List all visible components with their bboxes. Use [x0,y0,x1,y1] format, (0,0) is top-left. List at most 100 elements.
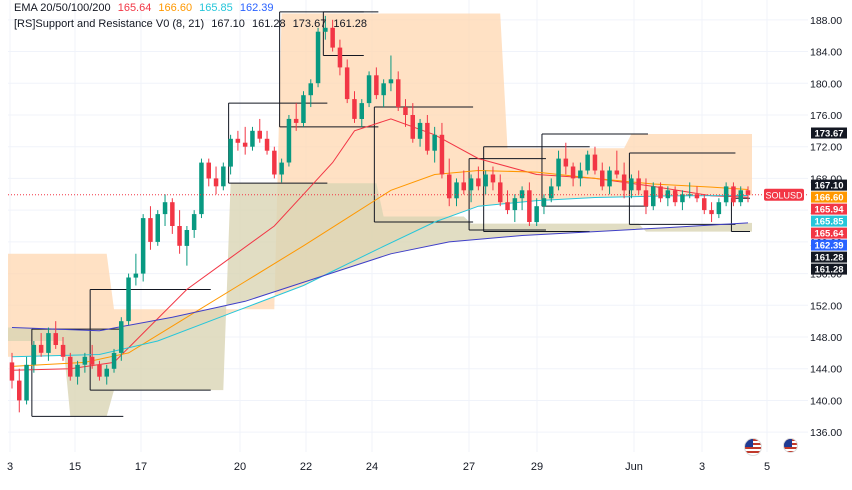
sr-legend: [RS]Support and Resistance V0 (8, 21) 16… [14,17,371,31]
price-label: 161.28 [811,251,847,264]
candle-body [177,226,182,246]
candle-body [206,162,211,179]
candle-body [629,178,634,191]
candle-body [170,202,175,226]
price-label-box [811,251,847,263]
candle-body [614,170,620,175]
support-area [8,183,752,417]
candle-body [454,182,459,199]
symbol-badge: SOLUSD [764,188,804,201]
candle-body [527,190,532,222]
price-label-box [811,191,847,203]
candle-body [155,214,160,242]
candle-body [665,190,671,199]
ema-line [11,169,749,367]
candle-body [512,198,518,211]
candle-body [330,27,335,48]
x-tick-label: 5 [764,461,770,473]
price-label-box [811,239,847,251]
candle-body [133,273,139,278]
candle-body [425,122,430,151]
us-flag-event-icon[interactable] [744,438,762,456]
y-tick-label: 188.00 [810,15,842,27]
candle-body [199,162,204,215]
candle-body [396,79,401,108]
ema-legend: EMA 20/50/100/200 165.64 166.60 165.85 1… [14,1,278,15]
candle-body [82,356,88,365]
candle-body [24,364,29,401]
candle-body [563,158,569,167]
candle-body [53,333,58,345]
candle-body [104,368,109,377]
x-tick-label: 27 [463,461,475,473]
price-label-box [811,179,847,191]
symbol-badge-box [764,188,804,201]
candle-body [235,138,241,143]
price-label-text: 165.85 [814,217,844,228]
price-label-box [811,227,847,239]
candle-body [97,364,102,377]
symbol-text: SOLUSD [765,190,803,200]
candle-body [432,134,437,151]
us-flag-icon[interactable] [783,438,798,453]
candle-body [68,356,73,377]
candle-body [439,134,445,175]
candle-body [541,198,547,207]
y-tick-label: 144.00 [810,364,842,376]
price-label-box [811,127,847,139]
candle-body [403,107,408,115]
candle-body [242,142,248,147]
price-label-text: 161.28 [814,265,843,276]
candle-body [374,75,379,96]
candle-body [694,194,700,199]
price-label: 167.10 [811,179,847,192]
candle-body [498,182,503,203]
x-tick-label: 15 [69,461,81,473]
candle-body [272,150,277,175]
candle-body [461,182,466,191]
price-label-text: 165.94 [814,205,844,216]
y-tick-label: 152.00 [810,300,842,312]
ema20-value: 165.64 [117,2,152,14]
candle-body [592,154,598,171]
sr-value-4: 161.28 [333,18,368,30]
candle-body [148,218,153,242]
ema50-value: 166.60 [158,2,193,14]
candle-body [658,186,663,199]
candle-body [600,170,605,187]
candle-body [337,47,343,68]
candle-body [534,206,539,223]
candle-body [75,364,80,377]
candle-body [549,186,554,199]
candle-body [738,190,743,203]
candle-body [60,344,66,357]
y-tick-label: 140.00 [810,395,842,407]
ema200-value: 162.39 [239,2,274,14]
candle-body [672,190,678,203]
candle-body [585,154,590,171]
candle-body [366,75,372,104]
candle-body [162,202,168,215]
price-label-box [811,215,847,227]
x-tick-label: 20 [234,461,246,473]
candle-body [17,380,22,401]
candle-body [286,118,292,163]
y-tick-label: 180.00 [810,78,842,90]
candle-body [745,190,751,195]
sr-value-2: 161.28 [251,18,286,30]
x-tick-label: Jun [625,461,643,473]
candle-body [490,174,496,183]
candle-body [447,174,452,199]
candle-body [716,202,722,215]
candle-body [221,166,226,187]
price-label: 162.39 [811,239,847,252]
price-label-text: 173.67 [814,129,843,140]
candle-body [228,138,233,167]
ema100-value: 165.85 [199,2,233,14]
candle-body [556,158,561,187]
candle-body [46,333,51,353]
price-label-text: 167.10 [814,181,843,192]
price-label-box [811,203,847,215]
